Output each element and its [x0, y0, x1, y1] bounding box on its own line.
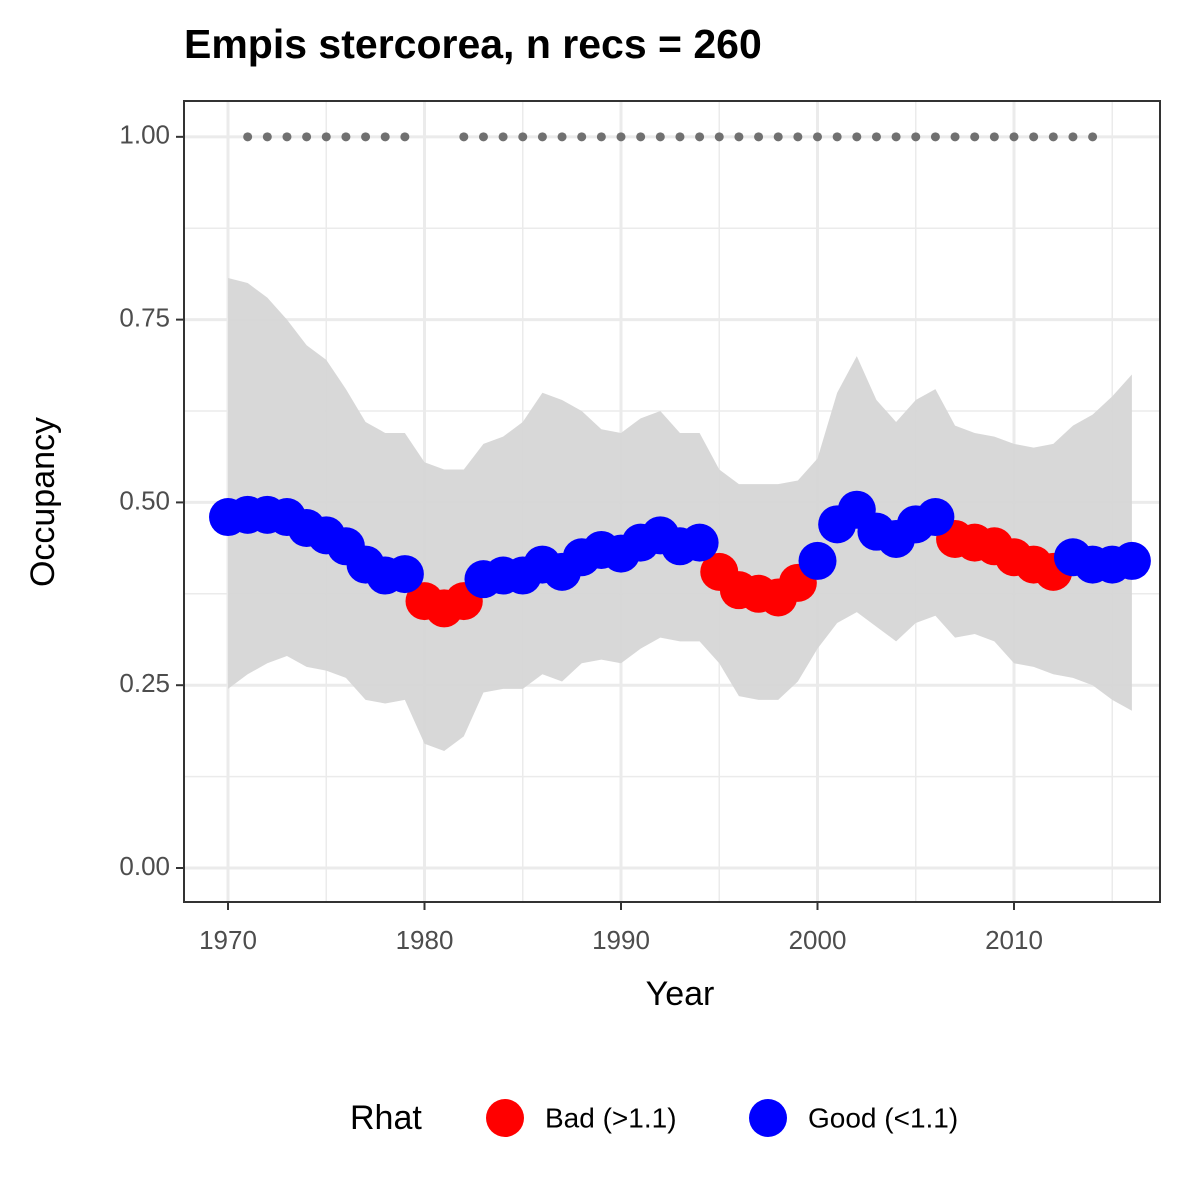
record-dot — [341, 132, 351, 142]
point — [680, 523, 719, 562]
legend-title: Rhat — [350, 1099, 422, 1137]
y-tick-label: 0.75 — [119, 302, 170, 332]
legend-swatch — [486, 1099, 524, 1137]
record-dot — [636, 132, 646, 142]
record-dot — [400, 132, 410, 142]
point — [798, 541, 837, 580]
record-dot — [1068, 132, 1078, 142]
record-dot — [518, 132, 528, 142]
legend-label: Bad (>1.1) — [545, 1102, 677, 1133]
record-dot — [891, 132, 901, 142]
record-dot — [675, 132, 685, 142]
x-axis-title: Year — [646, 975, 715, 1013]
x-tick-label: 2010 — [985, 925, 1043, 955]
y-tick-label: 0.50 — [119, 485, 170, 515]
point — [1112, 541, 1151, 580]
record-dot — [970, 132, 980, 142]
record-dot — [655, 132, 665, 142]
record-dot — [930, 132, 940, 142]
x-tick-label: 1980 — [396, 925, 454, 955]
y-tick-label: 1.00 — [119, 120, 170, 150]
record-dot — [734, 132, 744, 142]
x-tick-label: 2000 — [789, 925, 847, 955]
record-dot — [989, 132, 999, 142]
y-tick-label: 0.25 — [119, 668, 170, 698]
record-dot — [262, 132, 272, 142]
y-tick-label: 0.00 — [119, 851, 170, 881]
record-dot — [361, 132, 371, 142]
record-dot — [832, 132, 842, 142]
record-dot — [714, 132, 724, 142]
record-dot — [282, 132, 292, 142]
record-dot — [537, 132, 547, 142]
record-dot — [459, 132, 469, 142]
record-dot — [1009, 132, 1019, 142]
record-dot — [302, 132, 312, 142]
point — [916, 498, 955, 537]
x-tick-label: 1970 — [199, 925, 257, 955]
record-dot — [911, 132, 921, 142]
x-tick-label: 1990 — [592, 925, 650, 955]
record-dot — [871, 132, 881, 142]
record-dot — [380, 132, 390, 142]
record-dot — [695, 132, 705, 142]
legend-swatch — [749, 1099, 787, 1137]
record-dot — [243, 132, 253, 142]
record-dot — [321, 132, 331, 142]
record-dot — [1029, 132, 1039, 142]
chart-title: Empis stercorea, n recs = 260 — [184, 21, 762, 67]
record-dot — [950, 132, 960, 142]
panel-border — [183, 100, 1161, 903]
record-dot — [616, 132, 626, 142]
record-dot — [596, 132, 606, 142]
record-dot — [478, 132, 488, 142]
ribbon — [228, 277, 1132, 752]
record-dot — [773, 132, 783, 142]
y-axis-title: Occupancy — [24, 417, 62, 587]
point — [385, 555, 424, 594]
record-dot — [498, 132, 508, 142]
record-dot — [577, 132, 587, 142]
record-dot — [793, 132, 803, 142]
record-dot — [754, 132, 764, 142]
record-dot — [852, 132, 862, 142]
record-dot — [1048, 132, 1058, 142]
record-dot — [1088, 132, 1098, 142]
record-dot — [557, 132, 567, 142]
record-dot — [813, 132, 823, 142]
legend-label: Good (<1.1) — [808, 1102, 958, 1133]
